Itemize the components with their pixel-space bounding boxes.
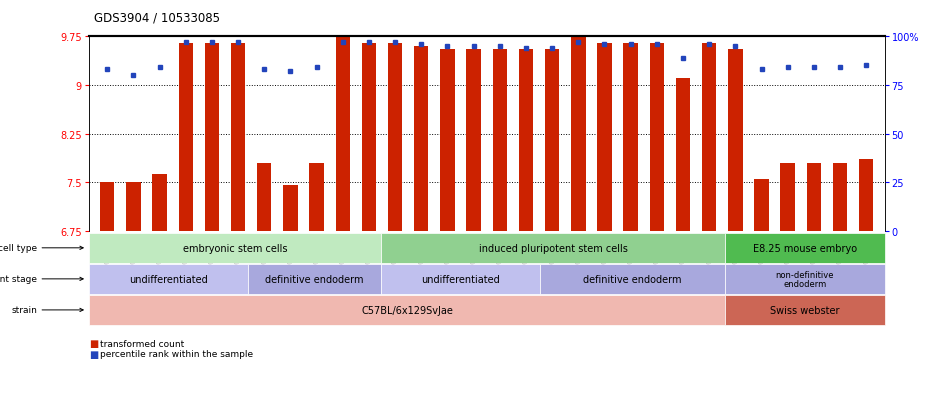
Text: GDS3904 / 10533085: GDS3904 / 10533085 — [94, 12, 220, 25]
Bar — [728, 50, 742, 231]
Bar — [807, 164, 821, 231]
Bar — [153, 175, 167, 231]
Text: induced pluripotent stem cells: induced pluripotent stem cells — [478, 243, 627, 253]
Text: ■: ■ — [89, 339, 98, 349]
Bar — [781, 164, 795, 231]
Bar — [284, 186, 298, 231]
Bar — [257, 164, 271, 231]
Bar — [126, 183, 140, 231]
Text: embryonic stem cells: embryonic stem cells — [183, 243, 287, 253]
Bar — [623, 44, 637, 231]
Bar — [754, 180, 768, 231]
Bar — [231, 44, 245, 231]
Bar — [414, 47, 429, 231]
Text: undifferentiated: undifferentiated — [129, 274, 208, 284]
Bar — [650, 44, 664, 231]
Bar — [179, 44, 193, 231]
Bar — [833, 164, 847, 231]
Text: definitive endoderm: definitive endoderm — [583, 274, 681, 284]
Bar — [492, 50, 507, 231]
Text: definitive endoderm: definitive endoderm — [265, 274, 363, 284]
Bar — [597, 44, 612, 231]
Bar — [571, 37, 586, 231]
Text: ■: ■ — [89, 349, 98, 359]
Text: development stage: development stage — [0, 275, 37, 284]
Bar — [440, 50, 455, 231]
Text: Swiss webster: Swiss webster — [770, 305, 840, 315]
Bar — [859, 160, 873, 231]
Text: percentile rank within the sample: percentile rank within the sample — [100, 349, 254, 358]
Text: E8.25 mouse embryo: E8.25 mouse embryo — [753, 243, 857, 253]
Bar — [466, 50, 481, 231]
Bar — [702, 44, 716, 231]
Text: undifferentiated: undifferentiated — [421, 274, 500, 284]
Bar — [545, 50, 560, 231]
Bar — [361, 44, 376, 231]
Bar — [100, 183, 114, 231]
Bar — [388, 44, 402, 231]
Text: transformed count: transformed count — [100, 339, 184, 348]
Bar — [310, 164, 324, 231]
Bar — [676, 79, 690, 231]
Text: C57BL/6x129SvJae: C57BL/6x129SvJae — [361, 305, 453, 315]
Text: non-definitive
endoderm: non-definitive endoderm — [776, 270, 834, 289]
Bar — [205, 44, 219, 231]
Bar — [519, 50, 534, 231]
Text: strain: strain — [11, 306, 37, 315]
Bar — [336, 37, 350, 231]
Text: cell type: cell type — [0, 244, 37, 253]
